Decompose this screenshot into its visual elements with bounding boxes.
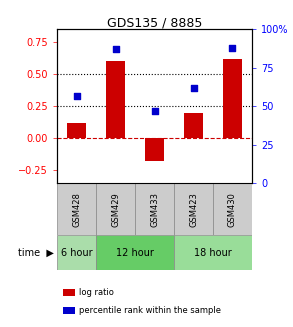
Text: GSM428: GSM428 <box>72 192 81 227</box>
Bar <box>135 183 174 235</box>
Text: 18 hour: 18 hour <box>194 248 232 258</box>
Bar <box>174 235 252 270</box>
Text: 12 hour: 12 hour <box>116 248 154 258</box>
Point <box>74 93 79 98</box>
Text: log ratio: log ratio <box>79 288 114 297</box>
Bar <box>96 183 135 235</box>
Bar <box>223 59 242 138</box>
Bar <box>57 183 96 235</box>
Text: 6 hour: 6 hour <box>61 248 92 258</box>
Point <box>152 108 157 113</box>
Bar <box>213 183 252 235</box>
Bar <box>57 235 96 270</box>
Bar <box>96 235 174 270</box>
Text: GSM430: GSM430 <box>228 192 237 227</box>
Point <box>113 47 118 52</box>
Text: GSM433: GSM433 <box>150 192 159 227</box>
Text: GSM429: GSM429 <box>111 192 120 227</box>
Point <box>230 45 235 50</box>
Bar <box>106 61 125 138</box>
Bar <box>145 138 164 161</box>
Text: percentile rank within the sample: percentile rank within the sample <box>79 306 221 315</box>
Point <box>191 85 196 91</box>
Bar <box>67 123 86 138</box>
Text: time  ▶: time ▶ <box>18 248 54 258</box>
Title: GDS135 / 8885: GDS135 / 8885 <box>107 16 202 29</box>
Text: GSM423: GSM423 <box>189 192 198 227</box>
Bar <box>184 113 203 138</box>
Bar <box>174 183 213 235</box>
